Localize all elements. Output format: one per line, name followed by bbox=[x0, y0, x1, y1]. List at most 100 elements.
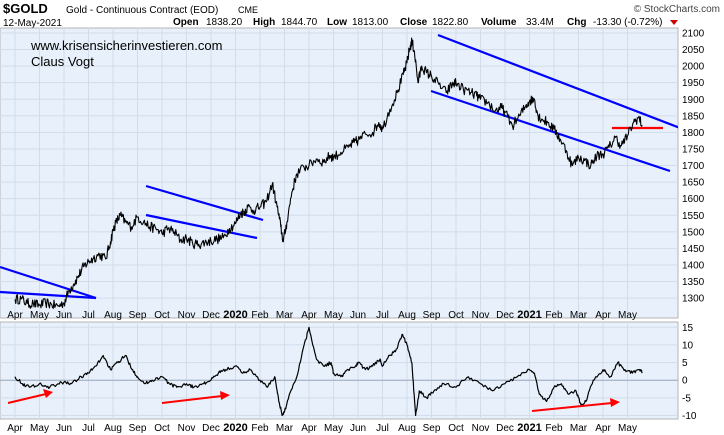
flag-lower bbox=[145, 213, 258, 240]
oscillator-line bbox=[14, 326, 643, 417]
close-label: Close bbox=[400, 17, 428, 28]
y-tick-label: 1750 bbox=[682, 144, 705, 155]
x-tick-label: May bbox=[618, 310, 637, 321]
x-tick-label: Apr bbox=[301, 423, 317, 434]
arrow-3-head bbox=[610, 398, 620, 407]
x-tick-label: Sep bbox=[423, 310, 441, 321]
y-tick-label: 1350 bbox=[682, 277, 705, 288]
price-grid bbox=[0, 28, 678, 318]
y-tick-label: 0 bbox=[682, 376, 688, 387]
chg-label: Chg bbox=[567, 17, 586, 28]
date-label: 12-May-2021 bbox=[3, 18, 62, 29]
x-tick-label: Dec bbox=[496, 423, 514, 434]
x-tick-label: Apr bbox=[595, 310, 611, 321]
channel-upper bbox=[437, 33, 678, 129]
x-tick-label: Nov bbox=[472, 310, 490, 321]
x-tick-label: Mar bbox=[570, 423, 588, 434]
x-tick-label: May bbox=[30, 310, 49, 321]
arrow-2-shaft bbox=[161, 395, 223, 404]
oscillator-panel: -10 -5 0 5 10 15 bbox=[0, 321, 697, 422]
x-tick-label: Feb bbox=[545, 423, 563, 434]
oscillator-y-axis: -10 -5 0 5 10 15 bbox=[682, 323, 697, 422]
x-tick-label: Apr bbox=[7, 423, 23, 434]
x-tick-label: May bbox=[30, 423, 49, 434]
trendline-2019-lower bbox=[0, 290, 97, 300]
x-tick-label: Jun bbox=[350, 310, 366, 321]
x-tick-label: Aug bbox=[398, 423, 416, 434]
y-tick-label: 1900 bbox=[682, 95, 705, 106]
x-tick-label: Nov bbox=[178, 310, 196, 321]
oscillator-panel-background bbox=[0, 321, 679, 420]
x-tick-label: Sep bbox=[423, 423, 441, 434]
y-tick-label: -5 bbox=[682, 393, 691, 404]
chg-value: -13.30 (-0.72%) bbox=[593, 17, 662, 28]
price-series bbox=[14, 37, 643, 309]
x-tick-label: Nov bbox=[178, 423, 196, 434]
exchange-label: CME bbox=[238, 5, 258, 15]
y-tick-label: 1600 bbox=[682, 194, 705, 205]
price-x-axis: Apr May Jun Jul Aug Sep Oct Nov Dec 2020 Feb Mar Apr… bbox=[7, 309, 637, 321]
x-tick-label: Oct bbox=[154, 310, 170, 321]
x-tick-label: Dec bbox=[202, 423, 220, 434]
oscillator-grid bbox=[0, 322, 678, 419]
x-tick-label: Jul bbox=[82, 423, 95, 434]
price-panel: 1300 1350 1400 1450 1500 1550 1600 1650 1700 1750… bbox=[0, 27, 705, 319]
symbol-label: $GOLD bbox=[3, 1, 48, 16]
y-tick-label: 1400 bbox=[682, 260, 705, 271]
channel-lower bbox=[430, 89, 671, 173]
low-label: Low bbox=[327, 17, 347, 28]
x-tick-label: 2021 bbox=[517, 309, 541, 321]
x-tick-label: May bbox=[324, 310, 343, 321]
copyright-label: © StockCharts.com bbox=[634, 4, 720, 15]
y-tick-label: 1300 bbox=[682, 294, 705, 305]
x-tick-label: Dec bbox=[496, 310, 514, 321]
x-tick-label: Aug bbox=[104, 423, 122, 434]
y-tick-label: 10 bbox=[682, 340, 694, 351]
x-tick-label: Jun bbox=[350, 423, 366, 434]
y-tick-label: 1650 bbox=[682, 178, 705, 189]
x-tick-label: Jul bbox=[376, 423, 389, 434]
oscillator-series bbox=[14, 326, 643, 417]
price-panel-background bbox=[0, 27, 679, 319]
y-tick-label: 2050 bbox=[682, 45, 705, 56]
x-tick-label: Aug bbox=[398, 310, 416, 321]
y-tick-label: 1700 bbox=[682, 161, 705, 172]
y-tick-label: 1450 bbox=[682, 244, 705, 255]
x-tick-label: Mar bbox=[276, 423, 294, 434]
oscillator-x-axis: Apr May Jun Jul Aug Sep Oct Nov Dec 2020 Feb Mar Apr… bbox=[7, 422, 637, 434]
x-tick-label: Jun bbox=[56, 423, 72, 434]
arrow-1-shaft bbox=[7, 393, 47, 404]
x-tick-label: 2020 bbox=[223, 309, 247, 321]
trendlines bbox=[0, 33, 678, 300]
x-tick-label: Oct bbox=[154, 423, 170, 434]
x-tick-label: Oct bbox=[448, 310, 464, 321]
close-value: 1822.80 bbox=[432, 17, 469, 28]
y-tick-label: 1550 bbox=[682, 211, 705, 222]
y-tick-label: 2100 bbox=[682, 28, 705, 39]
high-value: 1844.70 bbox=[281, 17, 318, 28]
volume-value: 33.4M bbox=[526, 17, 554, 28]
x-tick-label: Apr bbox=[301, 310, 317, 321]
instrument-name: Gold - Continuous Contract (EOD) bbox=[66, 5, 218, 16]
x-tick-label: Jul bbox=[376, 310, 389, 321]
volume-label: Volume bbox=[481, 17, 517, 28]
x-tick-label: Apr bbox=[7, 310, 23, 321]
x-tick-label: Jun bbox=[56, 310, 72, 321]
x-tick-label: Apr bbox=[595, 423, 611, 434]
arrow-1-head bbox=[43, 389, 53, 398]
x-tick-label: Jul bbox=[82, 310, 95, 321]
y-tick-label: 1500 bbox=[682, 227, 705, 238]
price-line bbox=[14, 37, 643, 309]
x-tick-label: Feb bbox=[251, 310, 269, 321]
trendline-2019-upper bbox=[0, 265, 97, 300]
divergence-arrows bbox=[7, 389, 620, 412]
x-tick-label: Aug bbox=[104, 310, 122, 321]
x-tick-label: Oct bbox=[448, 423, 464, 434]
y-tick-label: -10 bbox=[682, 411, 697, 422]
website-annotation: www.krisensicherinvestieren.com bbox=[30, 38, 222, 53]
price-y-axis: 1300 1350 1400 1450 1500 1550 1600 1650 1700 1750… bbox=[682, 28, 705, 304]
high-label: High bbox=[253, 17, 275, 28]
down-triangle-icon bbox=[670, 20, 678, 25]
open-value: 1838.20 bbox=[206, 17, 243, 28]
